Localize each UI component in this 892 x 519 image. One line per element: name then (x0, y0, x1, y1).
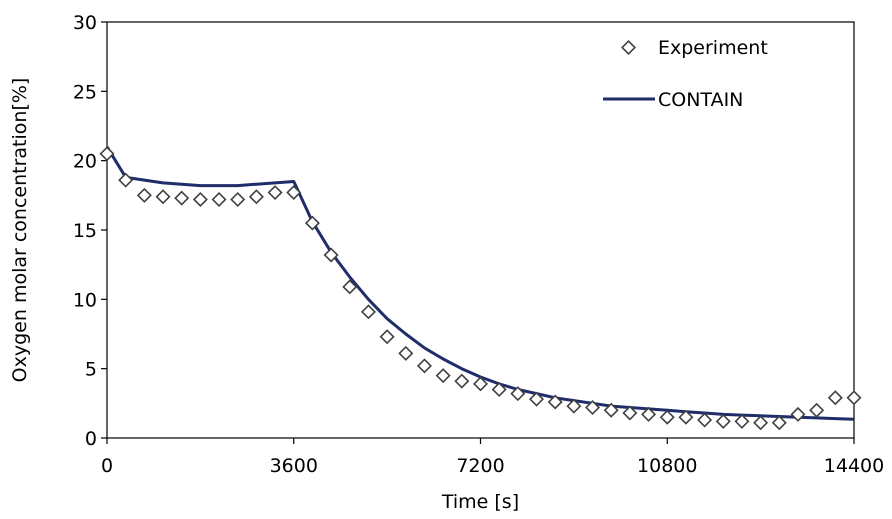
data-point-experiment (192, 191, 208, 207)
data-point-experiment (641, 406, 657, 422)
data-point-experiment (323, 247, 339, 263)
y-tick-label: 10 (73, 289, 97, 311)
ticks: 0 5 10 15 20 25 30 0 3600 7200 10800 14400 (73, 12, 884, 477)
data-point-experiment (379, 329, 395, 345)
y-tick-label: 15 (73, 220, 97, 242)
data-point-experiment (753, 415, 769, 431)
x-tick-label: 3600 (270, 455, 318, 477)
x-tick-label: 7200 (456, 455, 504, 477)
data-point-experiment (734, 413, 750, 429)
data-point-experiment (286, 185, 302, 201)
data-point-experiment (846, 390, 862, 406)
data-point-experiment (211, 191, 227, 207)
data-point-experiment (678, 409, 694, 425)
x-tick-label: 14400 (824, 455, 884, 477)
data-point-experiment (790, 406, 806, 422)
data-point-experiment (398, 345, 414, 361)
x-tick-label: 10800 (637, 455, 697, 477)
data-point-experiment (491, 381, 507, 397)
data-point-experiment (809, 402, 825, 418)
y-tick-label: 20 (73, 151, 97, 173)
data-point-experiment (659, 409, 675, 425)
plot-area (106, 21, 855, 439)
data-point-experiment (174, 190, 190, 206)
legend-label-experiment: Experiment (658, 37, 768, 59)
data-point-experiment (416, 358, 432, 374)
data-point-experiment (547, 394, 563, 410)
data-point-experiment (715, 413, 731, 429)
data-point-experiment (510, 386, 526, 402)
data-point-experiment (248, 189, 264, 205)
series-layer (99, 146, 862, 431)
data-point-experiment (435, 368, 451, 384)
data-point-experiment (529, 391, 545, 407)
data-point-experiment (230, 191, 246, 207)
data-point-experiment (697, 412, 713, 428)
data-point-experiment (99, 146, 115, 162)
data-point-experiment (360, 304, 376, 320)
x-tick-label: 0 (101, 455, 113, 477)
legend-label-contain: CONTAIN (658, 89, 743, 111)
data-point-experiment (454, 373, 470, 389)
data-point-experiment (566, 398, 582, 414)
x-axis-title: Time [s] (441, 491, 519, 513)
y-tick-label: 25 (73, 81, 97, 103)
data-point-experiment (827, 390, 843, 406)
data-point-experiment (603, 402, 619, 418)
y-axis-title: Oxygen molar concentration[%] (9, 78, 31, 383)
data-point-experiment (473, 376, 488, 392)
y-tick-label: 5 (85, 359, 97, 381)
data-point-experiment (622, 405, 638, 421)
data-point-experiment (304, 215, 320, 231)
data-point-experiment (585, 399, 601, 415)
data-point-experiment (771, 415, 787, 431)
legend-marker-experiment (621, 40, 636, 55)
data-point-experiment (136, 187, 152, 203)
data-point-experiment (342, 279, 358, 295)
legend: Experiment CONTAIN (603, 37, 768, 111)
y-tick-label: 0 (85, 428, 97, 450)
data-point-experiment (155, 189, 171, 205)
data-point-experiment (267, 185, 283, 201)
data-point-experiment (118, 172, 134, 188)
y-tick-label: 30 (73, 12, 97, 34)
